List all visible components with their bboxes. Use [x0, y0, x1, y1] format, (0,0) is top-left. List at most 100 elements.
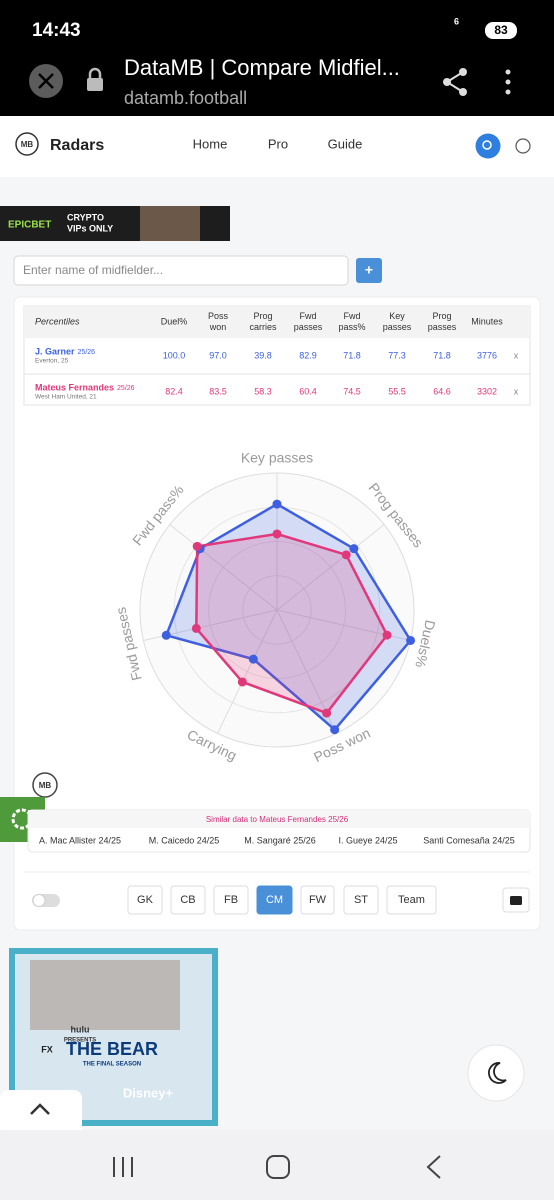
player-name[interactable]: Mateus Fernandes: [35, 382, 114, 392]
position-button[interactable]: [127, 885, 163, 915]
cell: 77.3: [388, 350, 406, 360]
radar-point: [341, 550, 351, 560]
language-icon[interactable]: [515, 138, 531, 154]
ad-bottom-text: PRESENTS: [64, 1038, 96, 1044]
share-lines: [445, 71, 464, 93]
nav-link[interactable]: Guide: [328, 136, 363, 151]
similar-player[interactable]: I. Gueye 24/25: [338, 835, 397, 845]
player-season: 25/26: [78, 349, 96, 356]
battery-icon: [485, 22, 517, 39]
column-header: Key: [389, 311, 405, 321]
column-header: passes: [294, 322, 323, 332]
recent-apps[interactable]: [113, 1157, 133, 1177]
similar-header: [28, 810, 530, 828]
radar-axis-label: Key passes: [241, 450, 313, 466]
position-button[interactable]: [386, 885, 437, 915]
column-header: carries: [249, 322, 277, 332]
back-button[interactable]: [426, 1155, 441, 1179]
ad-top-image: [140, 206, 200, 241]
remove-player[interactable]: x: [514, 350, 519, 360]
cell: 58.3: [254, 386, 272, 396]
logo-ring: [15, 132, 39, 156]
brand: Radars: [50, 137, 104, 154]
similar-player[interactable]: M. Caicedo 24/25: [149, 835, 220, 845]
table-header: [24, 306, 530, 338]
search-button[interactable]: [475, 133, 501, 159]
radar-point: [272, 529, 282, 539]
column-header: Fwd: [299, 311, 316, 321]
cell: 55.5: [388, 386, 406, 396]
radar-point: [272, 499, 282, 509]
ad-text: CRYPTO: [67, 212, 104, 222]
ad-bottom-text: THE BEAR: [66, 1039, 158, 1059]
menu-icon[interactable]: [505, 69, 511, 95]
radar-point: [382, 630, 392, 640]
position-button[interactable]: [300, 885, 335, 915]
nav-link[interactable]: Home: [193, 136, 228, 151]
radar-point: [161, 630, 171, 640]
player-season: 25/26: [117, 385, 135, 392]
radar-point: [349, 544, 359, 554]
radar-point: [192, 541, 202, 551]
column-header: Minutes: [471, 316, 503, 326]
position-button[interactable]: [213, 885, 249, 915]
radar-point: [330, 725, 340, 735]
network-label: 6: [454, 16, 459, 26]
column-header: passes: [428, 322, 457, 332]
cell: 60.4: [299, 386, 317, 396]
radar-point: [406, 635, 416, 645]
player-team: Everton, 25: [35, 358, 69, 365]
similar-player[interactable]: M. Sangaré 25/26: [244, 835, 316, 845]
toggle-knob: [32, 894, 46, 907]
page-title: DataMB | Compare Midfiel...: [124, 55, 400, 80]
ad-text: VIPs ONLY: [67, 223, 113, 233]
ad-bottom-image: [30, 960, 180, 1030]
home-button[interactable]: [266, 1155, 290, 1179]
search-icon: [482, 140, 492, 150]
cell: 82.9: [299, 350, 317, 360]
cell: 64.6: [433, 386, 451, 396]
camera-icon: [510, 896, 522, 905]
table-corner: Percentiles: [35, 316, 80, 326]
logo: MB: [21, 140, 34, 149]
player-name[interactable]: J. Garner: [35, 346, 75, 356]
position-label: Team: [398, 894, 425, 906]
cell: 3302: [477, 386, 497, 396]
position-button[interactable]: [170, 885, 206, 915]
cell: 97.0: [209, 350, 227, 360]
column-header: Fwd: [343, 311, 360, 321]
position-label: CM: [266, 894, 283, 906]
position-button[interactable]: [343, 885, 379, 915]
cell: 71.8: [433, 350, 451, 360]
similar-player[interactable]: A. Mac Allister 24/25: [39, 835, 121, 845]
remove-player[interactable]: x: [514, 386, 519, 396]
clock: 14:43: [32, 20, 81, 41]
battery-level: 83: [494, 23, 508, 37]
add-button[interactable]: [356, 258, 382, 283]
nav-link[interactable]: Pro: [268, 136, 288, 151]
similar-player[interactable]: Santi Comesaña 24/25: [423, 835, 515, 845]
position-label: ST: [354, 894, 368, 906]
cell: 74.5: [343, 386, 361, 396]
player-team: West Ham United, 21: [35, 394, 97, 401]
position-label: FB: [224, 894, 238, 906]
column-header: pass%: [338, 322, 365, 332]
radar-spoke: [169, 524, 278, 611]
position-button[interactable]: [256, 885, 293, 915]
scroll-top-tab[interactable]: [0, 1090, 82, 1135]
column-header: passes: [383, 322, 412, 332]
cell: 39.8: [254, 350, 272, 360]
ad-bottom-text: hulu: [71, 1024, 90, 1034]
chevron-up: [30, 1103, 50, 1115]
column-header: Duel%: [161, 316, 188, 326]
search-input[interactable]: [13, 255, 349, 286]
add-label[interactable]: +: [365, 262, 373, 278]
search-placeholder: Enter name of midfielder...: [23, 263, 163, 277]
lock-icon: [87, 78, 103, 91]
moon-icon: [488, 1062, 507, 1084]
dark-mode-button[interactable]: [467, 1044, 525, 1102]
radar-point: [191, 623, 201, 633]
ad-bottom-frame: [9, 948, 218, 1126]
